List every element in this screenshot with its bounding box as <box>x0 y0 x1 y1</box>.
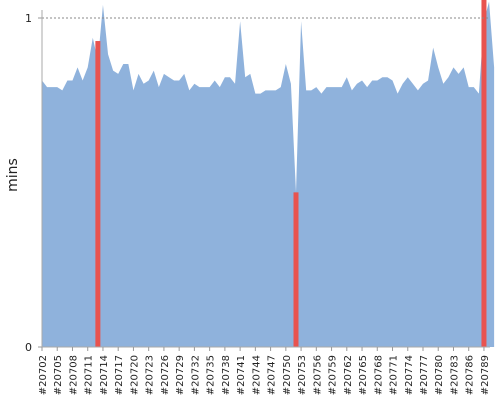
x-tick-label: #20774 <box>404 355 415 395</box>
x-tick-label: #20786 <box>465 355 476 395</box>
x-tick-label: #20726 <box>160 355 171 395</box>
x-tick-label: #20708 <box>68 355 79 395</box>
x-tick-label: #20765 <box>358 355 369 395</box>
x-tick-label: #20789 <box>480 355 491 395</box>
y-axis-label: mins <box>5 158 21 192</box>
x-tick-label: #20723 <box>145 355 156 395</box>
x-tick-label: #20714 <box>99 355 110 395</box>
x-tick-label: #20750 <box>282 355 293 395</box>
x-tick-label: #20741 <box>236 355 247 395</box>
x-tick-label: #20753 <box>297 355 308 395</box>
x-tick-label: #20702 <box>38 355 49 395</box>
x-tick-label: #20783 <box>449 355 460 395</box>
x-tick-label: #20744 <box>251 355 262 395</box>
x-tick-label: #20780 <box>434 355 445 395</box>
failure-bar <box>481 0 487 347</box>
x-tick-label: #20777 <box>419 355 430 395</box>
failure-bar <box>95 41 101 347</box>
x-tick-label: #20720 <box>129 355 140 395</box>
x-tick-label: #20717 <box>114 355 125 395</box>
y-tick-label: 1 <box>25 12 32 25</box>
x-tick-label: #20705 <box>53 355 64 395</box>
x-tick-label: #20735 <box>206 355 217 395</box>
x-tick-label: #20732 <box>190 355 201 395</box>
x-tick-label: #20768 <box>373 355 384 395</box>
y-tick-label: 0 <box>25 341 32 354</box>
x-tick-label: #20711 <box>84 355 95 395</box>
x-tick-label: #20762 <box>343 355 354 395</box>
x-tick-label: #20729 <box>175 355 186 395</box>
x-tick-label: #20756 <box>312 355 323 395</box>
failure-bar <box>293 192 299 347</box>
x-tick-label: #20738 <box>221 355 232 395</box>
x-tick-label: #20771 <box>389 355 400 395</box>
x-tick-label: #20759 <box>328 355 339 395</box>
area <box>42 1 495 348</box>
x-tick-label: #20747 <box>267 355 278 395</box>
